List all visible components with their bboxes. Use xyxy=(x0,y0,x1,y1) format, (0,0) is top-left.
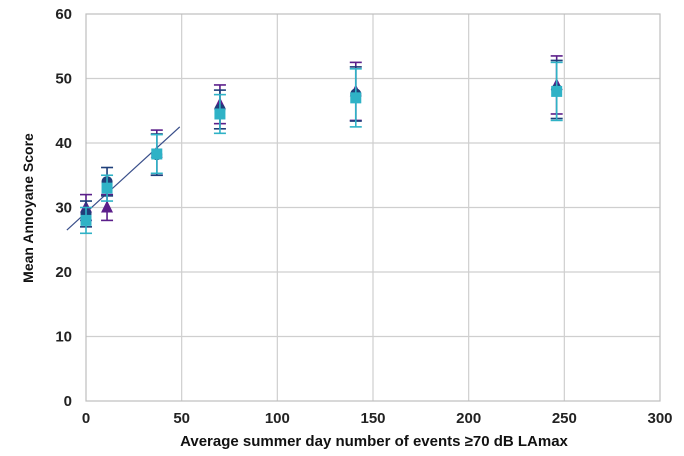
square-marker xyxy=(151,148,163,160)
x-tick-label: 100 xyxy=(265,410,290,427)
data-point-square xyxy=(101,174,114,202)
y-axis-ticks: 0 10 20 30 40 50 60 xyxy=(55,6,72,410)
data-point-square xyxy=(213,93,226,135)
x-tick-label: 0 xyxy=(82,410,90,427)
data-points-layer xyxy=(80,55,563,235)
x-tick-label: 250 xyxy=(552,410,577,427)
data-point-square xyxy=(550,61,563,122)
triangle-marker xyxy=(101,200,114,213)
y-tick-label: 40 xyxy=(55,135,72,152)
x-tick-label: 50 xyxy=(173,410,190,427)
square-marker xyxy=(80,214,92,226)
x-axis-ticks: 0 50 100 150 200 250 300 xyxy=(82,410,673,427)
y-axis-label: Mean Annoyane Score xyxy=(20,133,36,283)
x-axis-label: Average summer day number of events ≥70 … xyxy=(180,433,568,450)
x-tick-label: 200 xyxy=(456,410,481,427)
gridlines xyxy=(86,14,660,401)
y-tick-label: 0 xyxy=(64,393,72,410)
square-marker xyxy=(350,92,362,104)
square-marker xyxy=(214,108,226,120)
square-marker xyxy=(101,182,113,194)
data-point-square xyxy=(349,68,362,128)
x-tick-label: 150 xyxy=(360,410,385,427)
y-tick-label: 10 xyxy=(55,329,72,346)
y-tick-label: 30 xyxy=(55,200,72,217)
data-point-square xyxy=(150,133,163,175)
square-marker xyxy=(551,85,563,97)
y-tick-label: 60 xyxy=(55,6,72,23)
y-tick-label: 50 xyxy=(55,71,72,88)
y-tick-label: 20 xyxy=(55,264,72,281)
x-tick-label: 300 xyxy=(647,410,672,427)
data-point-square xyxy=(80,206,92,235)
